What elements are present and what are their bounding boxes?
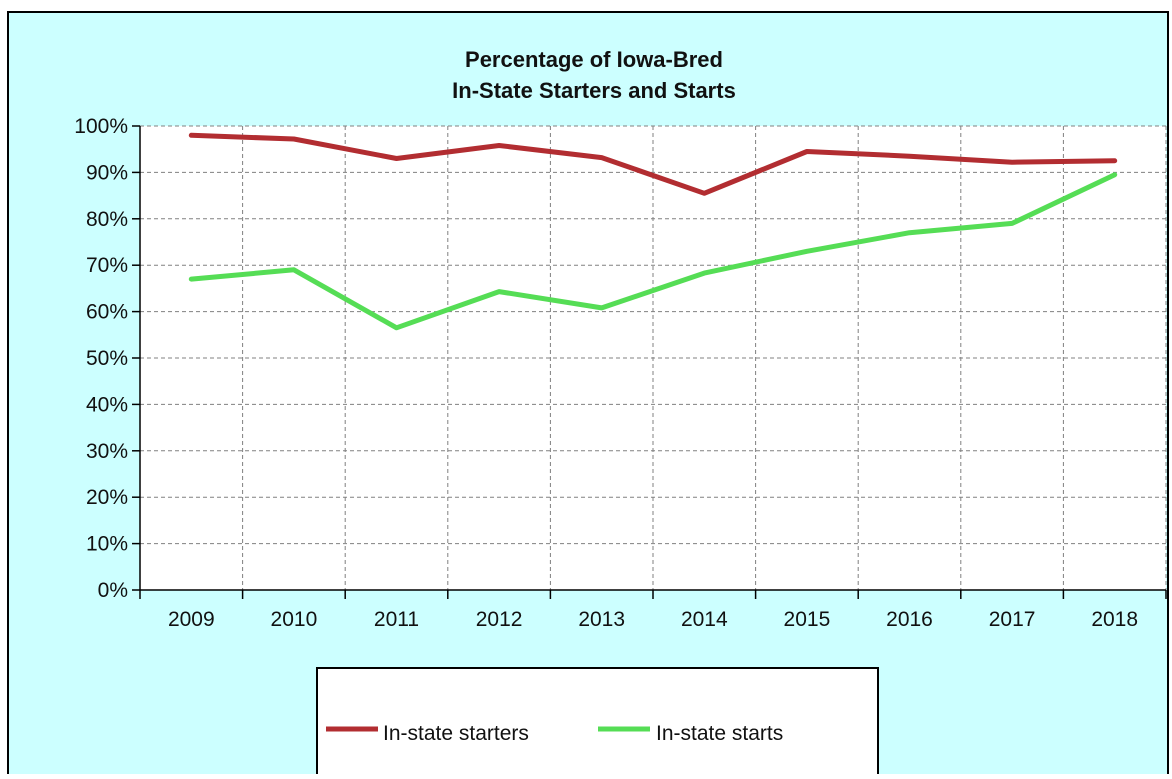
y-tick-label: 60%: [86, 301, 128, 324]
legend-label-in-state-starts: In-state starts: [656, 722, 783, 745]
y-tick-label: 90%: [86, 161, 128, 184]
y-tick-label: 50%: [86, 347, 128, 370]
legend: In-state starters In-state starts: [316, 667, 879, 779]
x-tick-label: 2016: [886, 608, 933, 631]
grid-lines: [140, 125, 1167, 590]
y-tick-label: 20%: [86, 486, 128, 509]
series-line-in-state-starts: [188, 172, 1118, 331]
x-tick-label: 2014: [681, 608, 728, 631]
y-tick-label: 0%: [98, 579, 128, 602]
chart-title-line-2: In-State Starters and Starts: [452, 78, 736, 103]
legend-box: [316, 667, 879, 779]
series-lines: [188, 132, 1118, 331]
x-tick-label: 2012: [476, 608, 523, 631]
chart-title-line-1: Percentage of Iowa-Bred: [465, 47, 723, 72]
axes: [132, 125, 1167, 599]
x-tick-label: 2018: [1091, 608, 1138, 631]
tick-labels: 0% 10% 20% 30% 40% 50% 60% 70% 80% 90% 100% 2009 201…: [74, 115, 1138, 631]
x-tick-label: 2017: [989, 608, 1036, 631]
x-tick-label: 2015: [784, 608, 831, 631]
x-tick-label: 2011: [374, 608, 419, 631]
x-tick-label: 2013: [578, 608, 625, 631]
x-tick-label: 2010: [271, 608, 318, 631]
y-tick-label: 100%: [74, 115, 128, 138]
y-tick-label: 40%: [86, 393, 128, 416]
series-line-in-state-starters: [188, 132, 1118, 196]
y-tick-label: 80%: [86, 208, 128, 231]
legend-label-in-state-starters: In-state starters: [383, 722, 529, 745]
y-tick-label: 30%: [86, 440, 128, 463]
x-tick-label: 2009: [168, 608, 215, 631]
y-tick-label: 70%: [86, 254, 128, 277]
y-tick-label: 10%: [86, 533, 128, 556]
